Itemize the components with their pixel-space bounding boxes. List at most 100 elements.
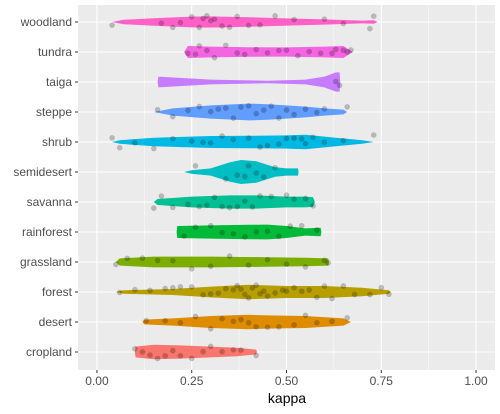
point-cropland — [219, 348, 225, 355]
point-desert — [344, 314, 351, 321]
point-forest — [260, 288, 267, 294]
point-steppe — [196, 103, 203, 110]
point-forest — [249, 285, 256, 291]
y-tick-label-cropland: cropland — [26, 345, 72, 359]
point-rainforest — [264, 228, 271, 235]
point-tundra — [317, 50, 324, 57]
point-woodland — [196, 24, 203, 31]
point-grassland — [188, 265, 195, 272]
violin-grassland — [115, 256, 330, 268]
y-tick-label-semidesert: semidesert — [13, 165, 72, 179]
point-steppe — [185, 107, 191, 114]
point-rainforest — [192, 224, 199, 230]
point-forest — [222, 285, 229, 292]
point-forest — [116, 289, 123, 296]
point-tundra — [192, 51, 199, 58]
point-rainforest — [241, 234, 248, 240]
point-semidesert — [260, 174, 267, 180]
point-tundra — [264, 50, 271, 56]
point-savanna — [257, 193, 263, 199]
y-tick-label-rainforest: rainforest — [22, 225, 73, 239]
point-tundra — [329, 50, 335, 57]
violin-savanna — [153, 195, 315, 209]
point-shrub — [132, 139, 138, 146]
x-tick-label: 0.25 — [180, 374, 204, 388]
point-shrub — [219, 133, 225, 139]
violin-layer — [112, 16, 391, 360]
point-shrub — [264, 142, 271, 149]
point-tundra — [241, 51, 248, 58]
point-forest — [207, 291, 214, 297]
point-grassland — [226, 253, 233, 259]
point-savanna — [241, 198, 248, 204]
point-woodland — [204, 12, 210, 19]
point-steppe — [215, 106, 222, 112]
point-tundra — [283, 47, 290, 54]
point-shrub — [150, 145, 157, 152]
point-rainforest — [313, 227, 320, 233]
point-shrub — [321, 139, 328, 145]
point-forest — [321, 283, 328, 289]
point-forest — [177, 283, 184, 290]
point-taiga — [332, 78, 339, 85]
point-forest — [132, 286, 138, 293]
point-tundra — [185, 50, 191, 57]
point-woodland — [188, 13, 195, 20]
point-shrub — [257, 144, 263, 150]
point-tundra — [295, 52, 301, 59]
point-grassland — [139, 255, 146, 261]
point-grassland — [302, 264, 309, 270]
point-woodland — [177, 19, 184, 26]
point-woodland — [169, 24, 176, 31]
x-tick-label: 0.00 — [85, 374, 109, 388]
point-grassland — [113, 261, 119, 268]
violin-desert — [142, 314, 351, 330]
point-savanna — [204, 202, 210, 208]
violin-taiga — [157, 72, 341, 92]
point-forest — [264, 293, 271, 299]
point-grassland — [321, 257, 328, 264]
point-steppe — [344, 104, 351, 110]
x-axis-title: kappa — [268, 390, 306, 406]
point-forest — [291, 284, 297, 291]
point-shrub — [116, 144, 123, 151]
point-semidesert — [241, 173, 248, 180]
point-desert — [313, 319, 320, 326]
point-steppe — [230, 115, 237, 121]
point-rainforest — [219, 229, 225, 236]
point-savanna — [150, 205, 157, 211]
point-forest — [188, 283, 195, 290]
point-semidesert — [234, 172, 240, 178]
point-woodland — [219, 23, 225, 29]
point-savanna — [185, 201, 191, 208]
point-steppe — [253, 110, 260, 117]
point-tundra — [306, 48, 313, 55]
point-tundra — [253, 46, 260, 53]
point-grassland — [264, 256, 271, 263]
point-shrub — [109, 134, 115, 141]
point-tundra — [344, 49, 351, 55]
point-desert — [162, 317, 168, 324]
point-forest — [253, 282, 260, 288]
point-shrub — [291, 135, 297, 141]
point-steppe — [302, 106, 309, 112]
point-savanna — [249, 204, 256, 210]
point-forest — [313, 294, 320, 301]
point-cropland — [162, 352, 168, 359]
point-steppe — [260, 107, 267, 113]
point-desert — [302, 312, 309, 319]
point-savanna — [291, 196, 297, 202]
point-woodland — [245, 22, 252, 29]
point-grassland — [283, 261, 290, 268]
point-savanna — [310, 202, 316, 209]
point-cropland — [253, 352, 260, 359]
point-forest — [386, 291, 392, 298]
point-savanna — [234, 203, 240, 210]
violin-forest — [115, 284, 391, 300]
point-rainforest — [207, 222, 214, 229]
y-tick-label-savanna: savanna — [27, 195, 73, 209]
point-woodland — [367, 25, 373, 32]
y-tick-label-desert: desert — [39, 315, 73, 329]
point-steppe — [245, 103, 252, 109]
point-woodland — [109, 22, 115, 29]
